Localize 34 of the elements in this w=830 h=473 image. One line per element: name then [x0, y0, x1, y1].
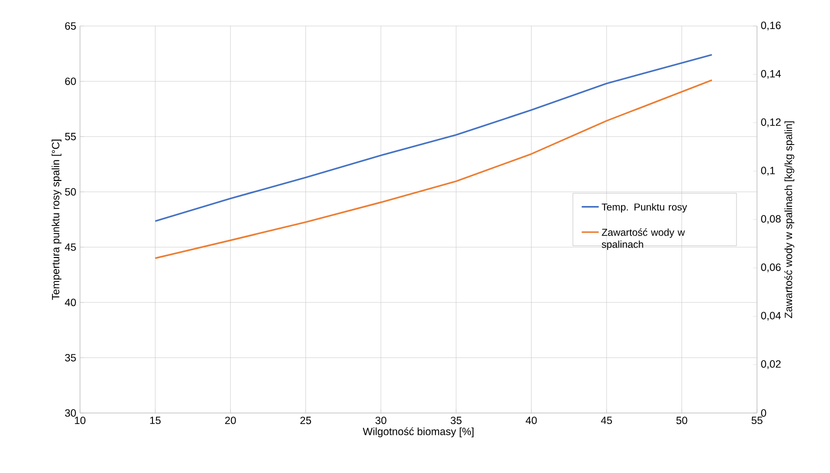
x-tick-label: 35 — [450, 416, 462, 424]
y2-tick-label: 0,16 — [761, 22, 781, 30]
y2-tick-label: 0,1 — [761, 166, 775, 176]
x-tick-label: 25 — [300, 416, 312, 424]
y-tick-label: 35 — [65, 354, 76, 362]
y-tick-label: 30 — [65, 409, 76, 417]
y2-tick-label: 0,06 — [761, 264, 781, 272]
legend-label: Temp. Punktu rosy — [602, 203, 688, 213]
line-series — [154, 54, 713, 222]
y-tick-label: 65 — [65, 22, 76, 30]
x-axis-title: Wilgotność biomasy [%] — [362, 427, 474, 438]
y2-tick-label: 0,12 — [761, 118, 781, 128]
y-tick-label: 40 — [64, 298, 76, 306]
x-tick-label: 10 — [74, 416, 86, 424]
line-series — [154, 79, 713, 259]
y-tick-label: 50 — [65, 188, 76, 196]
y2-tick-label: 0,04 — [761, 312, 781, 321]
x-tick-label: 15 — [150, 416, 161, 424]
y2-tick-label: 0 — [761, 409, 766, 417]
x-tick-label: 50 — [676, 416, 688, 424]
y2-tick-label: 0,02 — [761, 360, 781, 369]
y-axis-title: Tempertura punktu rosy spalin [°C] — [52, 140, 62, 300]
x-tick-label: 45 — [600, 416, 612, 424]
y-tick-label: 60 — [65, 78, 76, 86]
y2-tick-label: 0,08 — [761, 215, 781, 224]
y-tick-label: 55 — [65, 132, 76, 140]
x-tick-label: 40 — [526, 416, 537, 424]
x-tick-label: 55 — [752, 416, 762, 424]
y-tick-label: 45 — [64, 243, 76, 251]
x-tick-label: 20 — [225, 416, 236, 424]
y2-tick-label: 0,14 — [761, 70, 781, 79]
x-tick-label: 30 — [375, 416, 386, 424]
legend-label: Zawartość wody w spalinach — [602, 228, 685, 250]
y2-axis-title: Zawartość wody w spalinach [kg/kg spalin] — [784, 121, 794, 318]
